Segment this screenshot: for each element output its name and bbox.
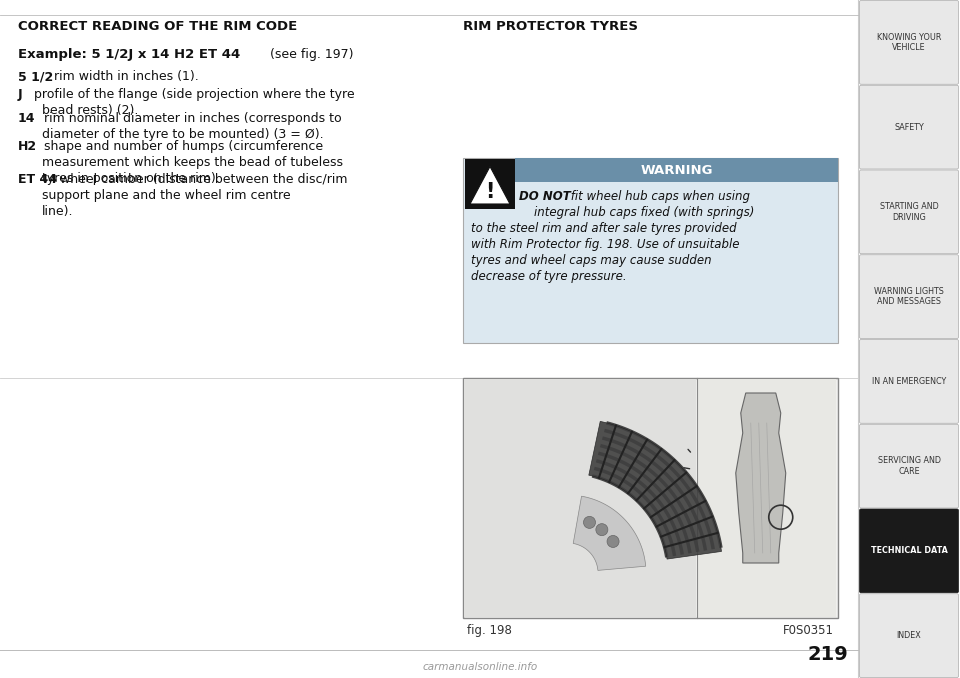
FancyBboxPatch shape <box>463 158 838 343</box>
Text: WARNING LIGHTS
AND MESSAGES: WARNING LIGHTS AND MESSAGES <box>874 287 944 306</box>
Text: (see fig. 197): (see fig. 197) <box>270 48 353 61</box>
Text: fit wheel hub caps when using: fit wheel hub caps when using <box>567 190 750 203</box>
Text: diameter of the tyre to be mounted) (3 = Ø).: diameter of the tyre to be mounted) (3 =… <box>42 128 324 141</box>
Text: RIM PROTECTOR TYRES: RIM PROTECTOR TYRES <box>463 20 638 33</box>
FancyBboxPatch shape <box>859 594 958 677</box>
Text: J: J <box>18 88 23 101</box>
Text: tyres in position on the rim).: tyres in position on the rim). <box>42 172 220 185</box>
Text: fig. 198: fig. 198 <box>467 624 512 637</box>
Circle shape <box>607 536 619 547</box>
Text: rim nominal diameter in inches (corresponds to: rim nominal diameter in inches (correspo… <box>40 112 342 125</box>
Text: with Rim Protector fig. 198. Use of unsuitable: with Rim Protector fig. 198. Use of unsu… <box>471 238 739 251</box>
Text: line).: line). <box>42 205 74 218</box>
Polygon shape <box>573 496 646 570</box>
Text: tyres and wheel caps may cause sudden: tyres and wheel caps may cause sudden <box>471 254 711 267</box>
Text: shape and number of humps (circumference: shape and number of humps (circumference <box>40 140 324 153</box>
Text: decrease of tyre pressure.: decrease of tyre pressure. <box>471 270 627 283</box>
Polygon shape <box>588 422 722 559</box>
Text: measurement which keeps the bead of tubeless: measurement which keeps the bead of tube… <box>42 156 343 169</box>
Text: carmanualsonline.info: carmanualsonline.info <box>422 662 538 672</box>
FancyBboxPatch shape <box>859 255 958 338</box>
FancyBboxPatch shape <box>859 424 958 508</box>
Text: Example: 5 1/2J x 14 H2 ET 44: Example: 5 1/2J x 14 H2 ET 44 <box>18 48 240 61</box>
Text: 219: 219 <box>807 645 848 664</box>
Polygon shape <box>470 167 510 204</box>
Text: 14: 14 <box>18 112 36 125</box>
Polygon shape <box>735 393 785 563</box>
Text: !: ! <box>486 182 494 201</box>
Text: ET 44: ET 44 <box>18 173 57 186</box>
Text: SAFETY: SAFETY <box>894 123 924 132</box>
Text: WARNING: WARNING <box>640 163 712 176</box>
Text: H2: H2 <box>18 140 37 153</box>
FancyBboxPatch shape <box>463 378 838 618</box>
FancyBboxPatch shape <box>464 379 696 617</box>
FancyBboxPatch shape <box>515 158 838 182</box>
Text: support plane and the wheel rim centre: support plane and the wheel rim centre <box>42 189 291 202</box>
Text: bead rests) (2).: bead rests) (2). <box>42 104 138 117</box>
Text: TECHNICAL DATA: TECHNICAL DATA <box>871 546 948 555</box>
Text: to the steel rim and after sale tyres provided: to the steel rim and after sale tyres pr… <box>471 222 736 235</box>
Text: SERVICING AND
CARE: SERVICING AND CARE <box>877 456 941 476</box>
Text: DO NOT: DO NOT <box>519 190 571 203</box>
Text: IN AN EMERGENCY: IN AN EMERGENCY <box>872 377 947 386</box>
Text: profile of the flange (side projection where the tyre: profile of the flange (side projection w… <box>30 88 354 101</box>
Text: integral hub caps fixed (with springs): integral hub caps fixed (with springs) <box>519 206 755 219</box>
FancyBboxPatch shape <box>698 379 836 617</box>
FancyBboxPatch shape <box>859 170 958 254</box>
Text: rim width in inches (1).: rim width in inches (1). <box>50 70 199 83</box>
FancyBboxPatch shape <box>859 1 958 84</box>
Text: INDEX: INDEX <box>897 631 922 640</box>
Text: CORRECT READING OF THE RIM CODE: CORRECT READING OF THE RIM CODE <box>18 20 298 33</box>
Text: KNOWING YOUR
VEHICLE: KNOWING YOUR VEHICLE <box>876 33 941 52</box>
Text: wheel camber (distance between the disc/rim: wheel camber (distance between the disc/… <box>56 173 348 186</box>
FancyBboxPatch shape <box>859 340 958 423</box>
FancyBboxPatch shape <box>859 85 958 169</box>
Text: F0S0351: F0S0351 <box>783 624 834 637</box>
Circle shape <box>584 517 595 528</box>
Text: 5 1/2: 5 1/2 <box>18 70 53 83</box>
Circle shape <box>596 523 608 536</box>
FancyBboxPatch shape <box>465 159 515 209</box>
FancyBboxPatch shape <box>859 509 958 593</box>
Text: STARTING AND
DRIVING: STARTING AND DRIVING <box>879 202 938 222</box>
